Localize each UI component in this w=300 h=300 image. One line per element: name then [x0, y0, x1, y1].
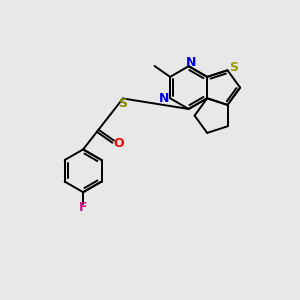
Text: S: S [229, 61, 238, 74]
Text: N: N [159, 92, 169, 105]
Text: S: S [118, 97, 127, 110]
Text: O: O [113, 137, 124, 150]
Text: F: F [79, 201, 87, 214]
Text: N: N [186, 56, 196, 69]
